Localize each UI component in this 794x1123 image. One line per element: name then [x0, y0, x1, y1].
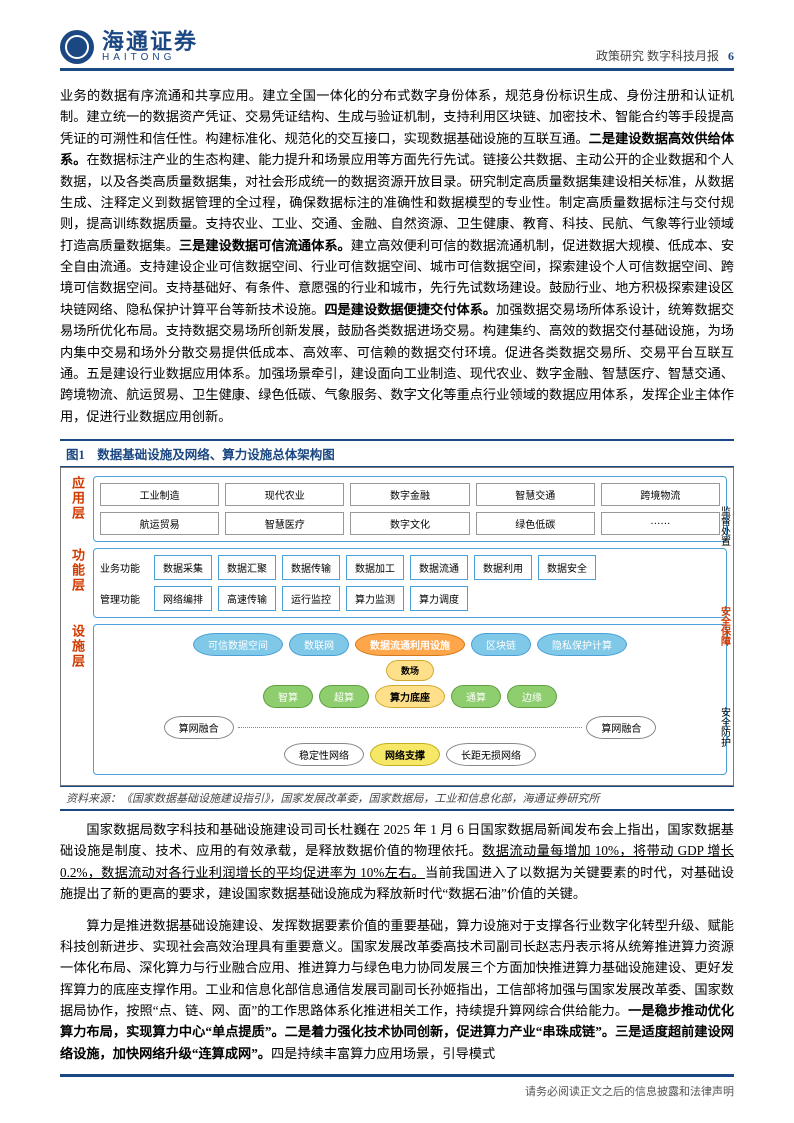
p6c: 四是持续丰富算力应用场景，引导模式	[271, 1046, 495, 1061]
footer-text: 请务必阅读正文之后的信息披露和法律声明	[525, 1086, 734, 1098]
app-item: 智慧医疗	[225, 512, 344, 535]
infra-node: 数联网	[289, 633, 349, 656]
infra-node: 可信数据空间	[193, 633, 283, 656]
func-biz-row: 业务功能 数据采集 数据汇聚 数据传输 数据加工 数据流通 数据利用 数据安全	[100, 555, 720, 580]
logo-cn: 海通证券	[102, 31, 198, 53]
app-item: 工业制造	[100, 483, 219, 506]
figure-1: 图1 数据基础设施及网络、算力设施总体架构图 监督处置 安全保障 安全防护 应用…	[60, 439, 734, 811]
func-item: 数据利用	[474, 555, 532, 580]
app-item: 数字文化	[350, 512, 469, 535]
logo-icon	[60, 30, 94, 64]
figure-source: 资料来源：《国家数据基础设施建设指引》，国家发展改革委，国家数据局，工业和信息化…	[60, 786, 734, 811]
logo-en: HAITONG	[102, 53, 198, 63]
layer-app: 应用层 工业制造 现代农业 数字金融 智慧交通 跨境物流 航运贸易 智慧医疗 数…	[67, 476, 727, 542]
infra-node: 通算	[451, 685, 501, 708]
doc-class: 政策研究 数字科技月报	[596, 49, 719, 63]
body-section-1: 业务的数据有序流通和共享应用。建立全国一体化的分布式数字身份体系，规范身份标识生…	[60, 85, 734, 427]
p4: 加强数据交易场所体系设计，统筹数据交易场所优化布局。支持数据交易场所创新发展，鼓…	[60, 302, 734, 424]
app-item: 航运贸易	[100, 512, 219, 535]
page-header: 海通证券 HAITONG 政策研究 数字科技月报 6	[60, 30, 734, 71]
app-item: 跨境物流	[601, 483, 720, 506]
app-item: 现代农业	[225, 483, 344, 506]
func-item: 数据汇聚	[218, 555, 276, 580]
header-meta: 政策研究 数字科技月报 6	[596, 47, 734, 64]
infra-stack: 可信数据空间 数联网 数据流通利用设施 区块链 隐私保护计算 数场 智算 超算 …	[102, 633, 718, 766]
body-section-3: 算力是推进数据基础设施建设、发挥数据要素价值的重要基础，算力设施对于支撑各行业数…	[60, 915, 734, 1065]
infra-node: 隐私保护计算	[537, 633, 627, 656]
side-a: 监督处置	[717, 506, 732, 546]
func-item: 数据采集	[154, 555, 212, 580]
infra-node: 边缘	[507, 685, 557, 708]
layer-infra: 设施层 可信数据空间 数联网 数据流通利用设施 区块链 隐私保护计算 数场 智算	[67, 624, 727, 775]
func-item: 算力调度	[410, 586, 468, 611]
func-item: 网络编排	[154, 586, 212, 611]
func-mgmt-row: 管理功能 网络编排 高速传输 运行监控 算力监测 算力调度	[100, 586, 720, 611]
func-item: 高速传输	[218, 586, 276, 611]
func-biz-label: 业务功能	[100, 560, 148, 575]
p2-bold: 三是建设数据可信流通体系。	[179, 238, 351, 253]
func-item: 数据传输	[282, 555, 340, 580]
infra-node: 智算	[263, 685, 313, 708]
side-c: 安全防护	[717, 707, 732, 747]
infra-node: 区块链	[471, 633, 531, 656]
infra-node: 超算	[319, 685, 369, 708]
layer-infra-label: 设施层	[67, 624, 87, 669]
app-item: 智慧交通	[476, 483, 595, 506]
infra-node: 数据流通利用设施	[355, 633, 465, 656]
layer-func: 功能层 业务功能 数据采集 数据汇聚 数据传输 数据加工 数据流通 数据利用 数…	[67, 548, 727, 618]
infra-merge: 算网融合	[164, 716, 234, 739]
func-item: 算力监测	[346, 586, 404, 611]
app-item: ……	[601, 512, 720, 535]
func-item: 数据安全	[538, 555, 596, 580]
page-number: 6	[728, 49, 734, 63]
body-section-2: 国家数据局数字科技和基础设施建设司司长杜巍在 2025 年 1 月 6 日国家数…	[60, 819, 734, 905]
func-item: 运行监控	[282, 586, 340, 611]
figure-body: 监督处置 安全保障 安全防护 应用层 工业制造 现代农业 数字金融 智慧交通 跨…	[60, 467, 734, 786]
side-b: 安全保障	[717, 606, 732, 646]
infra-node: 长距无损网络	[446, 743, 536, 766]
func-mgmt-label: 管理功能	[100, 591, 148, 606]
infra-node: 稳定性网络	[284, 743, 364, 766]
p3-bold: 四是建设数据便捷交付体系。	[324, 302, 496, 317]
infra-node: 网络支撑	[370, 743, 440, 766]
app-row-2: 航运贸易 智慧医疗 数字文化 绿色低碳 ……	[100, 512, 720, 535]
page-footer: 请务必阅读正文之后的信息披露和法律声明	[60, 1074, 734, 1099]
app-row-1: 工业制造 现代农业 数字金融 智慧交通 跨境物流	[100, 483, 720, 506]
app-item: 数字金融	[350, 483, 469, 506]
figure-side-rail: 监督处置 安全保障 安全防护	[717, 476, 731, 777]
logo: 海通证券 HAITONG	[60, 30, 198, 64]
layer-func-label: 功能层	[67, 548, 87, 593]
infra-merge: 算网融合	[586, 716, 656, 739]
layer-app-label: 应用层	[67, 476, 87, 521]
func-item: 数据流通	[410, 555, 468, 580]
figure-caption: 图1 数据基础设施及网络、算力设施总体架构图	[60, 439, 734, 467]
app-item: 绿色低碳	[476, 512, 595, 535]
infra-sub: 数场	[386, 660, 434, 681]
infra-node: 算力底座	[375, 685, 445, 708]
func-item: 数据加工	[346, 555, 404, 580]
